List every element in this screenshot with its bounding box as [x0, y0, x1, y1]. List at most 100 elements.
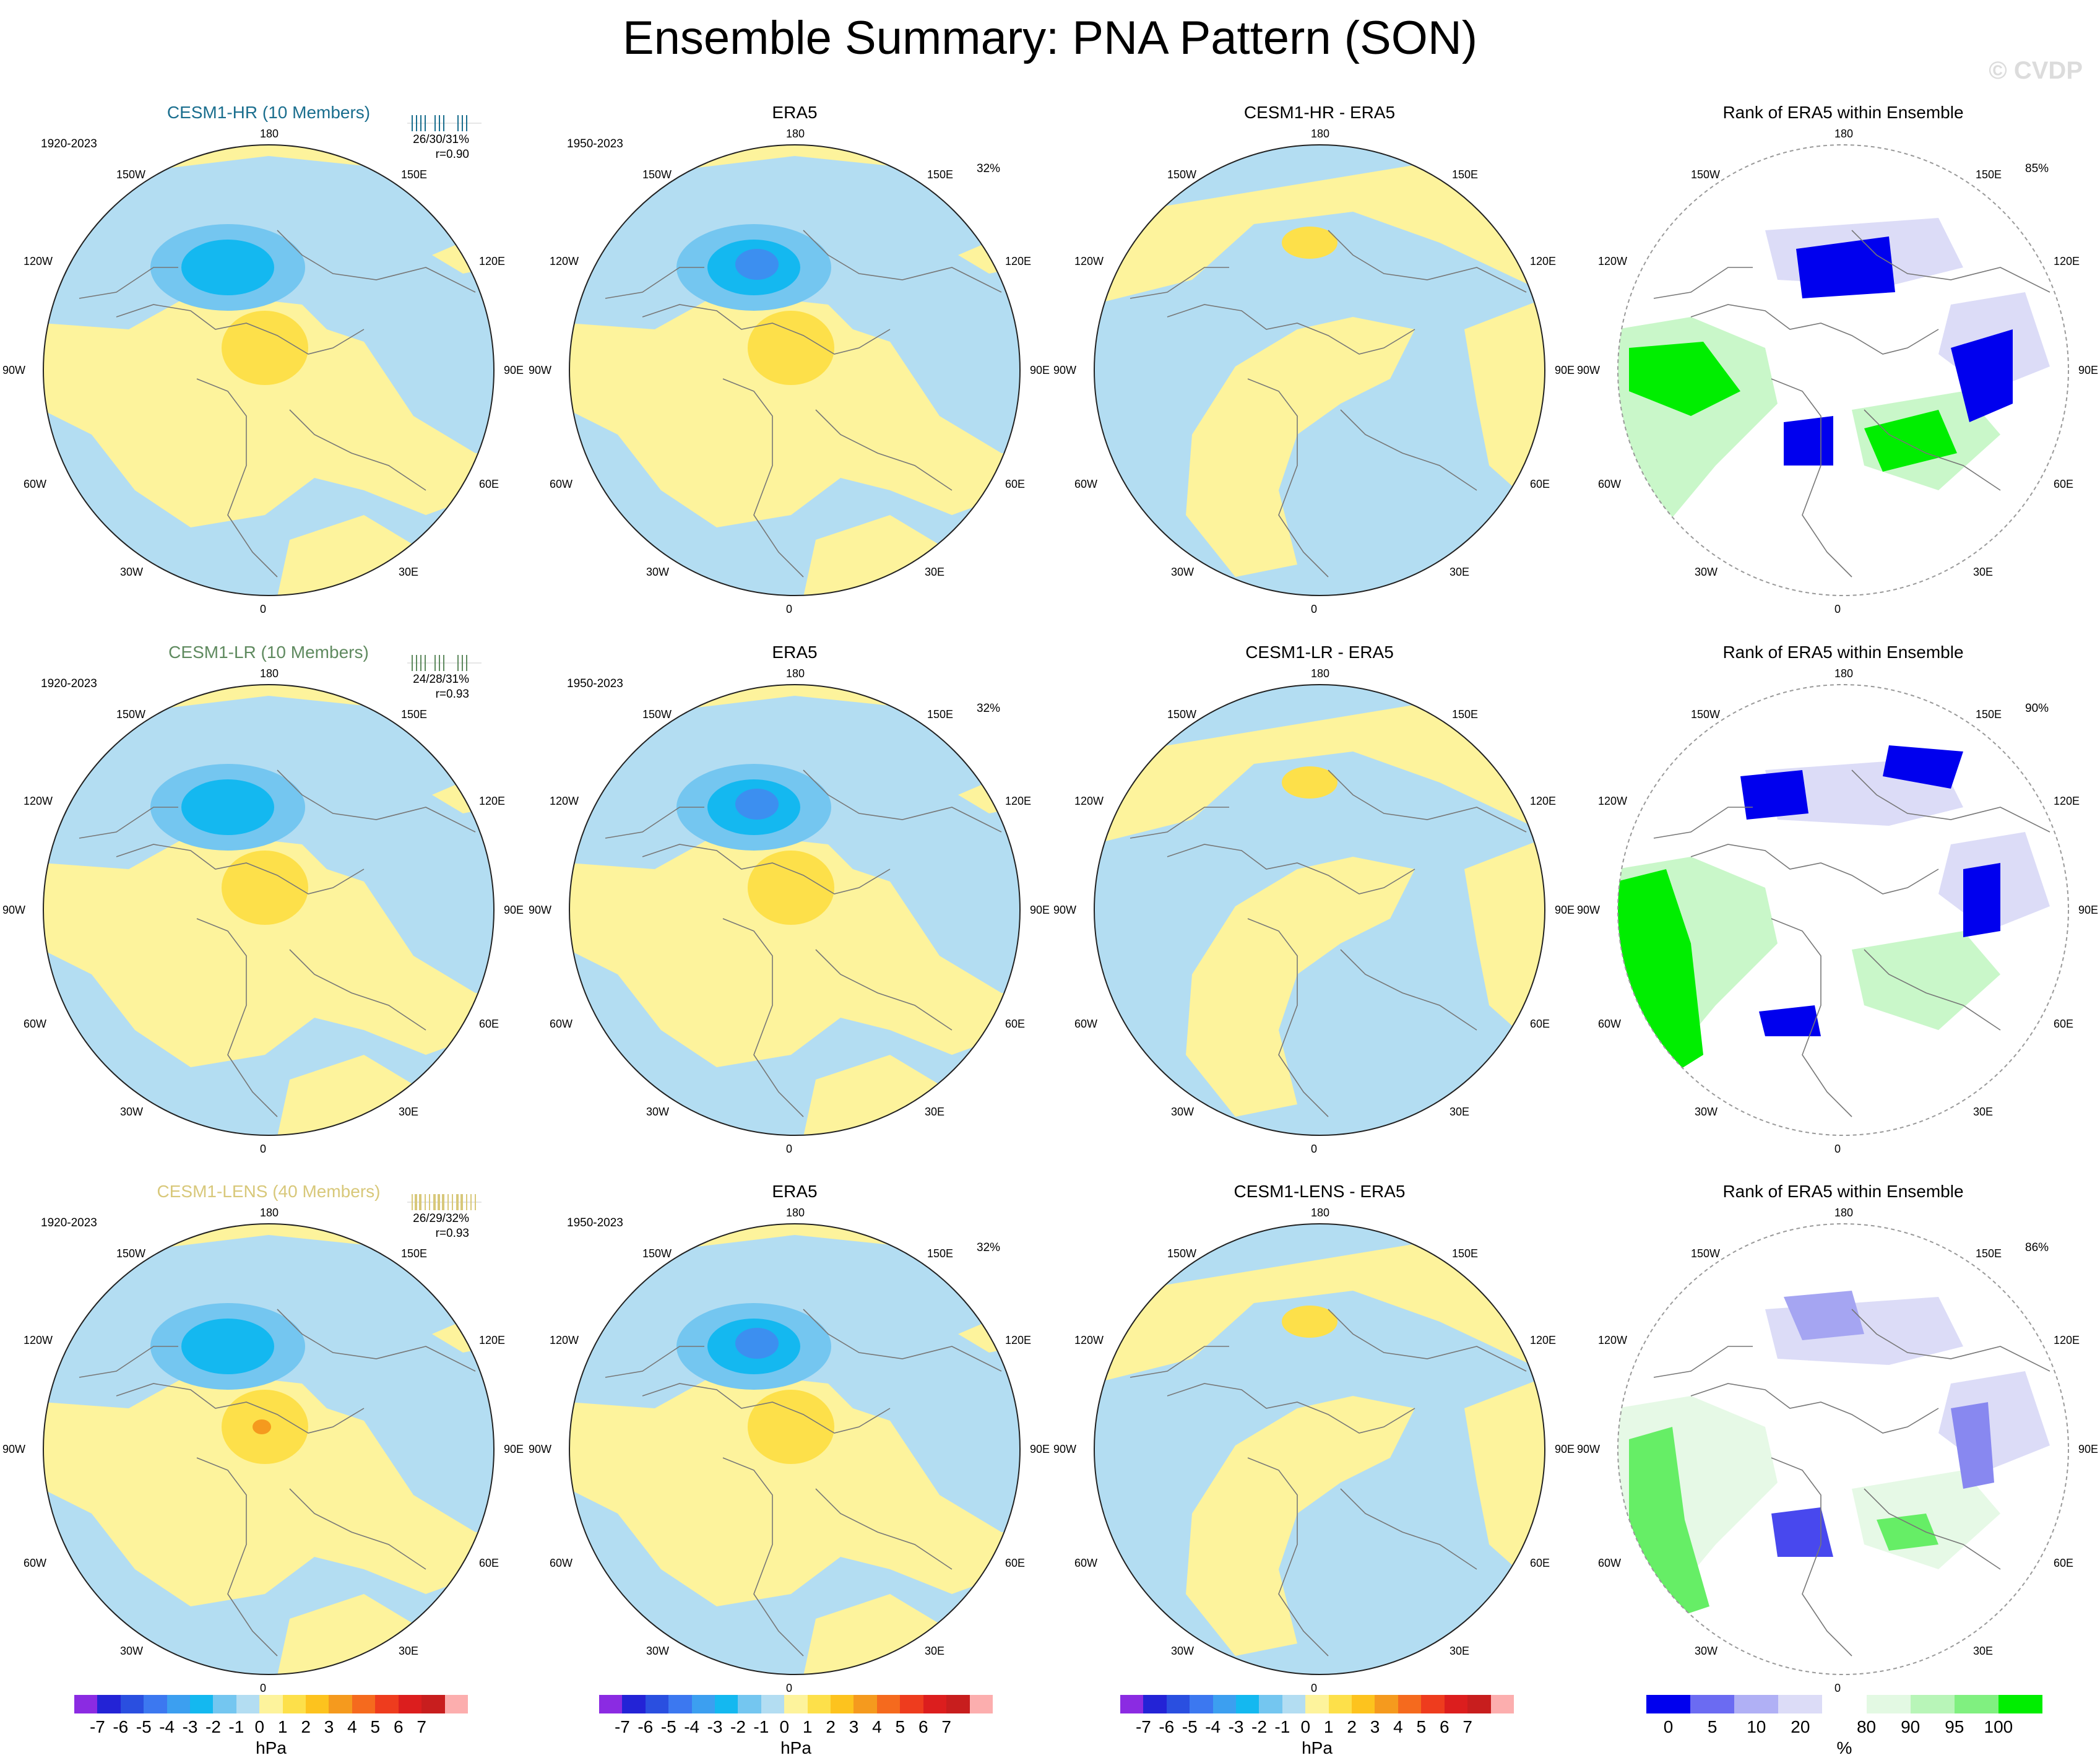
lon-label-120w: 120W [1598, 1334, 1628, 1346]
lon-label-120w: 120W [24, 255, 53, 267]
lon-label-60e: 60E [1005, 478, 1026, 490]
colorbar-swatch [166, 1695, 191, 1713]
lon-label-120e: 120E [479, 255, 506, 267]
lon-label-60e: 60E [2054, 1018, 2074, 1030]
map-boundary [43, 1223, 495, 1675]
colorbar-tick-label: 3 [1370, 1717, 1380, 1736]
lon-label-180: 180 [786, 1206, 805, 1219]
colorbar-swatch [1866, 1695, 1911, 1713]
lon-label-0: 0 [786, 603, 793, 615]
colorbar-tick-label: -7 [1135, 1717, 1151, 1736]
lon-label-30w: 30W [120, 1106, 144, 1118]
map-boundary [569, 684, 1021, 1136]
rank-low-patch [1796, 236, 1895, 298]
percent-variance-label: 32% [977, 1241, 1001, 1254]
lon-label-120w: 120W [1074, 795, 1104, 807]
map-svg [43, 684, 495, 1136]
pos-region [1186, 857, 1415, 1117]
pct-variance-range: 26/30/31% [413, 133, 469, 146]
colorbar-tick-label: 6 [918, 1717, 928, 1736]
lon-label-90w: 90W [1577, 904, 1601, 916]
lon-label-150e: 150E [1452, 168, 1479, 181]
neg-contour [181, 779, 274, 835]
lon-label-60w: 60W [24, 1018, 47, 1030]
colorbar-tick-label: 2 [826, 1717, 836, 1736]
colorbar-swatch [282, 1695, 306, 1713]
lon-label-60w: 60W [1074, 478, 1098, 490]
lon-label-90e: 90E [1030, 1443, 1050, 1455]
neg-contour [181, 240, 274, 295]
lon-label-120e: 120E [2054, 795, 2080, 807]
lon-label-150w: 150W [1167, 1247, 1197, 1260]
lon-label-30w: 30W [1695, 566, 1718, 578]
map-boundary [569, 144, 1021, 596]
map-boundary [1094, 684, 1545, 1136]
coastlines [1130, 769, 1527, 1117]
lon-label-120w: 120W [550, 1334, 579, 1346]
pos-contour [748, 851, 834, 925]
figure-title: Ensemble Summary: PNA Pattern (SON) [622, 12, 1478, 64]
lon-label-120e: 120E [479, 1334, 506, 1346]
lon-label-30e: 30E [1973, 1106, 1994, 1118]
polar-map [42, 1223, 495, 1676]
rank-colorbar [1646, 1695, 2042, 1713]
lon-label-0: 0 [1834, 603, 1841, 615]
colorbar-tick-label: -4 [159, 1717, 175, 1736]
lon-label-90e: 90E [1555, 904, 1575, 916]
coastlines [605, 769, 1002, 1117]
colorbar-tick-label: -6 [637, 1717, 654, 1736]
panel-title: CESM1-LR (10 Members) [168, 643, 369, 662]
lon-label-30w: 30W [646, 1106, 670, 1118]
lon-label-60e: 60E [2054, 478, 2074, 490]
lon-label-150e: 150E [401, 1247, 428, 1260]
colorbar-swatch [1166, 1695, 1190, 1713]
colorbar-swatch [236, 1695, 260, 1713]
lon-label-150e: 150E [927, 168, 954, 181]
colorbar-swatch [259, 1695, 283, 1713]
colorbar-tick-label: 80 [1856, 1717, 1877, 1736]
lon-label-180: 180 [260, 667, 279, 680]
lon-label-30w: 30W [646, 566, 670, 578]
colorbar-unit: hPa [1302, 1738, 1333, 1757]
polar-map [568, 144, 1021, 597]
lon-label-120w: 120W [24, 1334, 53, 1346]
map-svg [1094, 1223, 1545, 1675]
colorbar-swatch [1212, 1695, 1237, 1713]
lon-label-120w: 120W [1074, 1334, 1104, 1346]
lon-label-60e: 60E [2054, 1557, 2074, 1569]
lon-label-90e: 90E [504, 364, 524, 376]
rank-low-patch [1951, 1402, 1994, 1489]
lon-label-150e: 150E [927, 708, 954, 721]
lon-label-30w: 30W [646, 1645, 670, 1657]
lon-label-180: 180 [1311, 128, 1330, 140]
coastlines [1653, 230, 2050, 578]
lon-label-90w: 90W [1053, 1443, 1077, 1455]
cvdp-watermark: © CVDP [1989, 57, 2083, 84]
map-svg [1617, 684, 2069, 1136]
map-svg [1617, 144, 2069, 596]
lon-label-30w: 30W [120, 1645, 144, 1657]
lon-label-120e: 120E [1530, 1334, 1557, 1346]
lon-label-0: 0 [260, 1682, 267, 1694]
colorbar-swatch [1734, 1695, 1779, 1713]
colorbar-unit: hPa [256, 1738, 287, 1757]
lon-label-0: 0 [1834, 1682, 1841, 1694]
pos-region [569, 298, 1020, 527]
lon-label-60w: 60W [24, 478, 47, 490]
lon-label-150e: 150E [1452, 1247, 1479, 1260]
pos-contour [1282, 766, 1337, 799]
map-svg [43, 1223, 495, 1675]
lon-label-180: 180 [260, 128, 279, 140]
pct-variance-range: 24/28/31% [413, 673, 469, 686]
colorbar-tick-label: 7 [1463, 1717, 1472, 1736]
colorbar-tick-label: -3 [707, 1717, 723, 1736]
colorbar-swatch [1282, 1695, 1306, 1713]
lon-label-180: 180 [1311, 667, 1330, 680]
map-svg [569, 1223, 1021, 1675]
map-svg [1094, 684, 1545, 1136]
pos-contour [748, 1390, 834, 1464]
colorbar-swatch [1120, 1695, 1144, 1713]
lon-label-150e: 150E [927, 1247, 954, 1260]
pos-contour [1282, 1306, 1337, 1338]
lon-label-60w: 60W [1598, 1018, 1622, 1030]
